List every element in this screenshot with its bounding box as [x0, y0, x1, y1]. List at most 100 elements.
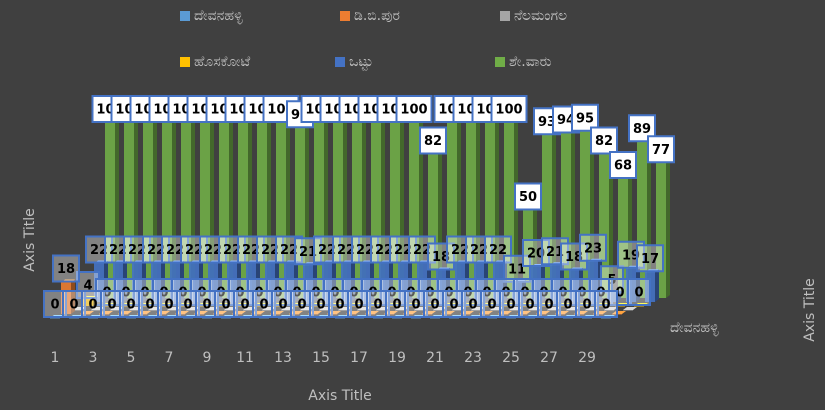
- data-label: 22: [90, 243, 108, 258]
- bar: [197, 306, 207, 307]
- bar: [471, 310, 481, 311]
- bar: [297, 318, 307, 319]
- bar-top: [156, 311, 170, 314]
- bar: [430, 318, 440, 319]
- bar: [121, 306, 131, 307]
- data-label-box: [294, 237, 322, 266]
- bar: [596, 306, 606, 307]
- bar: [449, 318, 459, 319]
- x-tick-label: 1: [51, 350, 60, 366]
- data-label-box: [579, 233, 607, 262]
- bar: [181, 123, 191, 298]
- data-label: 0: [525, 298, 534, 313]
- data-label: 0: [596, 286, 605, 301]
- data-label: 22: [204, 243, 222, 258]
- data-label: 22: [318, 243, 336, 258]
- bar: [582, 318, 592, 319]
- x-tick-label: 5: [127, 350, 136, 366]
- bar: [395, 310, 405, 311]
- bar: [50, 318, 60, 319]
- bar: [428, 154, 438, 298]
- data-label-box: [161, 235, 189, 264]
- bar: [466, 123, 476, 298]
- data-label: 0: [278, 298, 287, 313]
- data-label-box: [256, 235, 284, 264]
- data-label-box: [81, 290, 105, 318]
- bar: [314, 123, 324, 298]
- bar: [566, 310, 576, 311]
- bar-side: [666, 160, 670, 298]
- data-label: 0: [330, 286, 339, 301]
- bar-side: [71, 279, 75, 314]
- bar: [634, 306, 644, 307]
- data-label: 0: [601, 298, 610, 313]
- bar: [615, 306, 625, 307]
- bar: [102, 306, 112, 307]
- z-axis-title: Axis Title: [802, 278, 818, 342]
- data-label-box: [271, 290, 295, 318]
- bar: [390, 123, 400, 298]
- data-label-box: [142, 235, 170, 264]
- data-label: 0: [259, 298, 268, 313]
- data-label: 0: [482, 286, 491, 301]
- data-label: 94: [557, 113, 575, 128]
- data-label: 0: [50, 298, 59, 313]
- bar: [202, 318, 212, 319]
- data-label-box: [594, 290, 618, 318]
- bar: [145, 318, 155, 319]
- data-label: 22: [413, 243, 431, 258]
- data-label: 0: [235, 286, 244, 301]
- data-label: 0: [273, 286, 282, 301]
- bar: [126, 318, 136, 319]
- bar: [487, 318, 497, 319]
- data-label: 0: [316, 298, 325, 313]
- bar: [143, 123, 153, 298]
- bar: [547, 310, 557, 311]
- data-label-box: [446, 235, 474, 264]
- data-label: 0: [311, 286, 320, 301]
- bar: [124, 123, 134, 298]
- bar: [490, 310, 500, 311]
- bar: [159, 306, 169, 307]
- data-label-box: [395, 95, 433, 123]
- bar-side: [636, 265, 640, 302]
- data-label: 0: [406, 286, 415, 301]
- bar: [83, 299, 93, 306]
- data-label: 0: [501, 286, 510, 301]
- bar: [504, 123, 514, 298]
- data-label: 20: [527, 247, 545, 262]
- data-label: 22: [489, 243, 507, 258]
- data-label-box: [389, 235, 417, 264]
- bar-side: [362, 120, 366, 298]
- bar: [387, 306, 397, 307]
- data-label-box: [313, 235, 341, 264]
- data-label: 77: [652, 143, 670, 158]
- bar: [162, 123, 172, 298]
- bar: [444, 306, 454, 307]
- bar-top: [593, 311, 607, 314]
- bar: [178, 306, 188, 307]
- bar: [110, 310, 120, 311]
- data-label: 0: [444, 286, 453, 301]
- data-label: 22: [394, 243, 412, 258]
- data-label-box: [218, 235, 246, 264]
- data-label-box: [571, 103, 599, 132]
- legend-label: ಒಟ್ಟು: [349, 54, 373, 70]
- data-label: 0: [615, 286, 624, 301]
- bar: [656, 163, 666, 298]
- data-label-box: [370, 235, 398, 264]
- bar: [335, 318, 345, 319]
- data-label-box: [484, 235, 512, 264]
- legend-swatch: [340, 11, 350, 21]
- bar: [354, 318, 364, 319]
- data-label-box: [427, 242, 455, 271]
- data-label: 82: [595, 134, 613, 149]
- legend-swatch: [335, 57, 345, 67]
- data-label: 0: [178, 286, 187, 301]
- bar: [235, 306, 245, 307]
- bar-side: [647, 139, 651, 298]
- bar-side: [229, 120, 233, 298]
- bar: [129, 310, 139, 311]
- x-tick-label: 19: [388, 350, 406, 366]
